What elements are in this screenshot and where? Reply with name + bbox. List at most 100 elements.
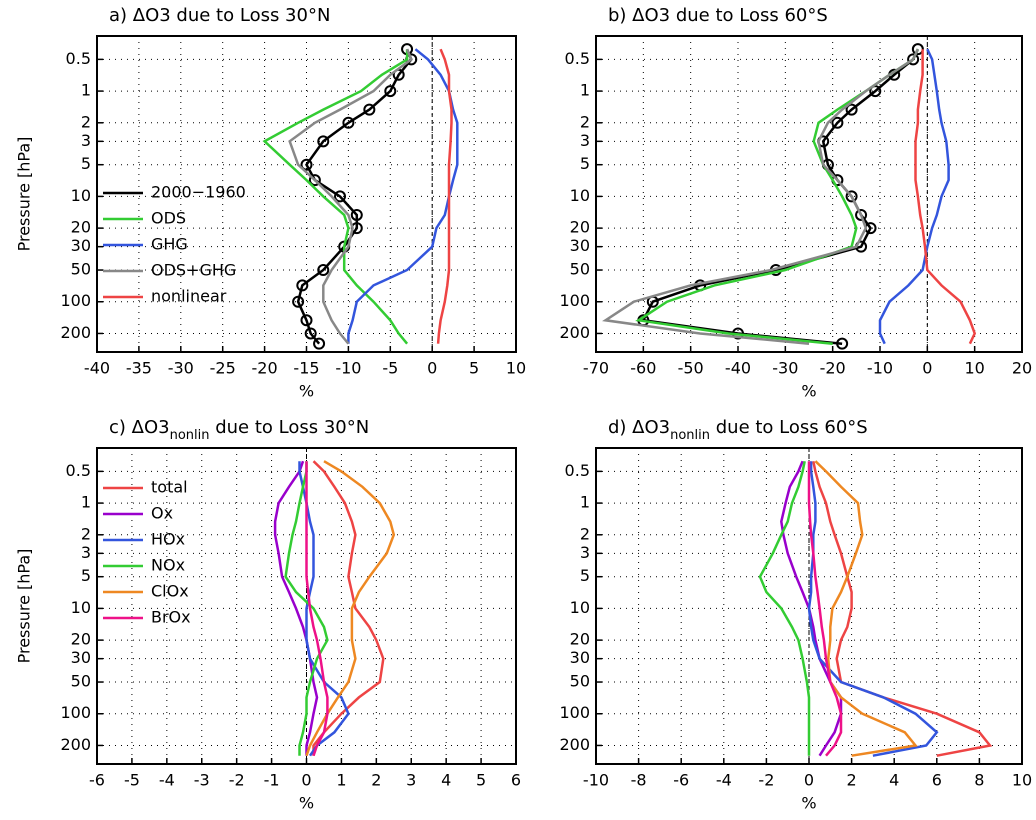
y-tick-label: 10 [71,186,91,205]
y-tick-label: 1 [81,493,91,512]
y-tick-label: 0.5 [66,49,91,68]
y-tick-label: 0.5 [565,461,590,480]
marker [855,208,868,221]
y-tick-label: 100 [60,703,91,722]
y-tick-label: 50 [71,260,91,279]
x-tick-label: -2 [758,771,774,790]
panel: a) ΔO3 due to Loss 30°N -40 -35 -30 -25 -20 -1… [15,5,527,401]
y-axis-label: Pressure [hPa] [15,549,34,664]
x-tick-label: -30 [168,359,194,378]
legend-label: BrOx [151,608,191,627]
series-line [807,461,939,757]
plot-frame [595,447,1023,765]
series-line [814,460,918,757]
marker [304,327,317,340]
x-tick-label: 0 [301,771,311,790]
marker [350,208,363,221]
marker [831,116,844,129]
title-suffix: due to Loss 30°N [209,417,369,438]
x-tick-label: -1 [264,771,280,790]
y-tick-label: 3 [580,543,590,562]
y-tick-label: 5 [81,154,91,173]
x-tick-label: 6 [932,771,942,790]
legend-label: NOx [151,556,185,575]
series-line [641,48,920,345]
x-tick-label: -40 [725,359,751,378]
panel-title: c) ΔO3nonlin due to Loss 30°N [109,417,369,443]
x-tick-label: 10 [1012,771,1032,790]
marker [300,158,313,171]
title-main: b) ΔO3 due to Loss 60°S [608,5,828,26]
x-tick-label: -8 [631,771,647,790]
y-tick-label: 20 [71,218,91,237]
x-tick-label: -4 [716,771,732,790]
x-tick-label: -6 [89,771,105,790]
y-tick-label: 10 [570,186,590,205]
y-tick-label: 2 [580,524,590,543]
plot-frame [595,35,1023,353]
y-tick-label: 2 [81,524,91,543]
x-tick-label: -50 [678,359,704,378]
x-tick-label: 4 [441,771,451,790]
y-tick-label: 20 [71,630,91,649]
series-line [812,460,993,757]
marker [907,53,920,66]
series-line [288,48,413,345]
x-tick-label: 0 [427,359,437,378]
x-tick-label: 2 [847,771,857,790]
y-tick-label: 1 [81,81,91,100]
legend-label: Ox [151,504,173,523]
marker [317,135,330,148]
x-tick-label: -6 [673,771,689,790]
legend-label: HOx [151,530,185,549]
legend-label: ClOx [151,582,189,601]
x-tick-label: -4 [159,771,175,790]
y-tick-label: 30 [570,648,590,667]
marker [308,174,321,187]
x-tick-label: 6 [511,771,521,790]
panel-title: b) ΔO3 due to Loss 60°S [608,5,828,26]
x-tick-label: 0 [922,359,932,378]
marker [845,103,858,116]
marker [317,264,330,277]
x-tick-label: -10 [335,359,361,378]
marker [836,337,849,350]
series-line [914,49,977,345]
plot-frame [96,447,517,765]
x-axis-label: % [299,794,314,813]
y-tick-label: 2 [580,112,590,131]
panel-title: a) ΔO3 due to Loss 30°N [109,5,330,26]
series-line [878,48,950,345]
x-tick-label: 4 [889,771,899,790]
marker [911,43,924,56]
x-tick-label: -60 [630,359,656,378]
marker [292,295,305,308]
title-main: c) ΔO3 [109,417,170,438]
y-tick-label: 0.5 [66,461,91,480]
title-suffix: due to Loss 60°S [710,417,868,438]
marker [334,190,347,203]
y-tick-label: 30 [71,236,91,255]
y-tick-label: 2 [81,112,91,131]
legend-label: ODS+GHG [151,261,236,280]
legend-label: 2000−1960 [151,183,246,202]
x-tick-label: -35 [126,359,152,378]
marker [845,190,858,203]
x-tick-label: -25 [210,359,236,378]
y-tick-label: 50 [570,672,590,691]
series-line [436,48,453,344]
x-tick-label: 8 [974,771,984,790]
y-tick-label: 100 [559,291,590,310]
y-tick-label: 200 [60,735,91,754]
x-axis-label: % [801,382,816,401]
series-line [296,48,413,345]
x-tick-label: 5 [476,771,486,790]
x-tick-label: -10 [867,359,893,378]
x-tick-label: -5 [382,359,398,378]
series-line [305,461,329,757]
y-tick-label: 100 [559,703,590,722]
marker [296,279,309,292]
legend-label: GHG [151,235,188,254]
legend-label: ODS [151,209,186,228]
y-tick-label: 5 [580,154,590,173]
